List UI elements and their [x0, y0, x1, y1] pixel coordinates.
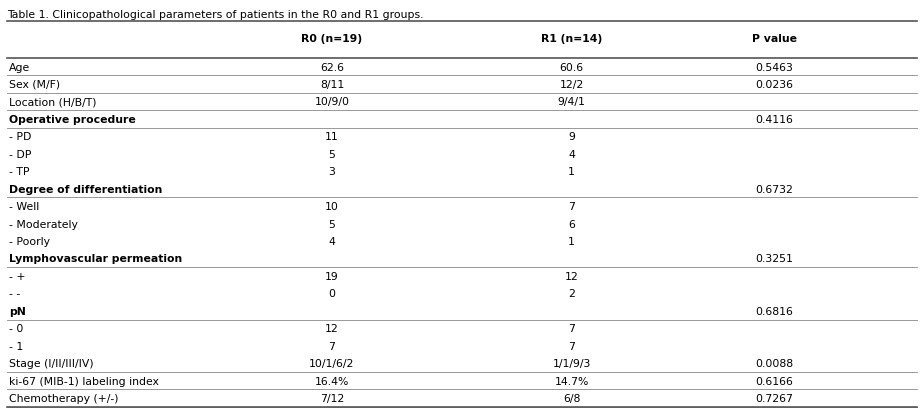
Text: 10/9/0: 10/9/0	[314, 97, 349, 107]
Text: - Well: - Well	[9, 202, 40, 211]
Text: Table 1. Clinicopathological parameters of patients in the R0 and R1 groups.: Table 1. Clinicopathological parameters …	[7, 10, 424, 20]
Text: 10/1/6/2: 10/1/6/2	[309, 358, 355, 368]
Text: 9/4/1: 9/4/1	[558, 97, 585, 107]
Text: 12: 12	[565, 271, 578, 281]
Text: 6: 6	[568, 219, 575, 229]
Text: 0.5463: 0.5463	[755, 62, 794, 72]
Text: - 1: - 1	[9, 341, 23, 351]
Text: 5: 5	[328, 150, 336, 159]
Text: Age: Age	[9, 62, 30, 72]
Text: 0.6732: 0.6732	[755, 184, 794, 194]
Text: - -: - -	[9, 289, 20, 299]
Text: - Moderately: - Moderately	[9, 219, 78, 229]
Text: 1/1/9/3: 1/1/9/3	[552, 358, 591, 368]
Text: 5: 5	[328, 219, 336, 229]
Text: 7/12: 7/12	[320, 393, 344, 403]
Text: 9: 9	[568, 132, 575, 142]
Text: 8/11: 8/11	[320, 80, 344, 90]
Text: 3: 3	[328, 167, 336, 177]
Text: - +: - +	[9, 271, 26, 281]
Text: P value: P value	[752, 34, 797, 44]
Text: 0.0236: 0.0236	[755, 80, 794, 90]
Text: 10: 10	[325, 202, 339, 211]
Text: 62.6: 62.6	[320, 62, 344, 72]
Text: 14.7%: 14.7%	[554, 376, 589, 386]
Text: 0.3251: 0.3251	[755, 254, 794, 264]
Text: Stage (I/II/III/IV): Stage (I/II/III/IV)	[9, 358, 94, 368]
Text: ki-67 (MIB-1) labeling index: ki-67 (MIB-1) labeling index	[9, 376, 160, 386]
Text: 4: 4	[568, 150, 575, 159]
Text: 6/8: 6/8	[563, 393, 580, 403]
Text: Sex (M/F): Sex (M/F)	[9, 80, 60, 90]
Text: 7: 7	[328, 341, 336, 351]
Text: pN: pN	[9, 306, 26, 316]
Text: 0.6816: 0.6816	[755, 306, 794, 316]
Text: 60.6: 60.6	[560, 62, 584, 72]
Text: Location (H/B/T): Location (H/B/T)	[9, 97, 97, 107]
Text: 0.0088: 0.0088	[755, 358, 794, 368]
Text: 4: 4	[328, 236, 336, 247]
Text: - 0: - 0	[9, 323, 24, 333]
Text: 7: 7	[568, 341, 575, 351]
Text: R0 (n=19): R0 (n=19)	[301, 34, 362, 44]
Text: R1 (n=14): R1 (n=14)	[541, 34, 602, 44]
Text: - TP: - TP	[9, 167, 30, 177]
Text: 19: 19	[325, 271, 338, 281]
Text: 0.7267: 0.7267	[755, 393, 794, 403]
Text: 16.4%: 16.4%	[314, 376, 349, 386]
Text: Degree of differentiation: Degree of differentiation	[9, 184, 162, 194]
Text: 0.6166: 0.6166	[755, 376, 794, 386]
Text: 0: 0	[328, 289, 336, 299]
Text: - Poorly: - Poorly	[9, 236, 50, 247]
Text: 7: 7	[568, 323, 575, 333]
Text: 0.4116: 0.4116	[755, 114, 794, 125]
Text: Operative procedure: Operative procedure	[9, 114, 136, 125]
Text: 1: 1	[568, 236, 575, 247]
Text: 1: 1	[568, 167, 575, 177]
Text: - PD: - PD	[9, 132, 31, 142]
Text: 2: 2	[568, 289, 575, 299]
Text: 11: 11	[325, 132, 338, 142]
Text: Chemotherapy (+/-): Chemotherapy (+/-)	[9, 393, 119, 403]
Text: - DP: - DP	[9, 150, 31, 159]
Text: 7: 7	[568, 202, 575, 211]
Text: 12/2: 12/2	[560, 80, 584, 90]
Text: 12: 12	[325, 323, 338, 333]
Text: Lymphovascular permeation: Lymphovascular permeation	[9, 254, 183, 264]
